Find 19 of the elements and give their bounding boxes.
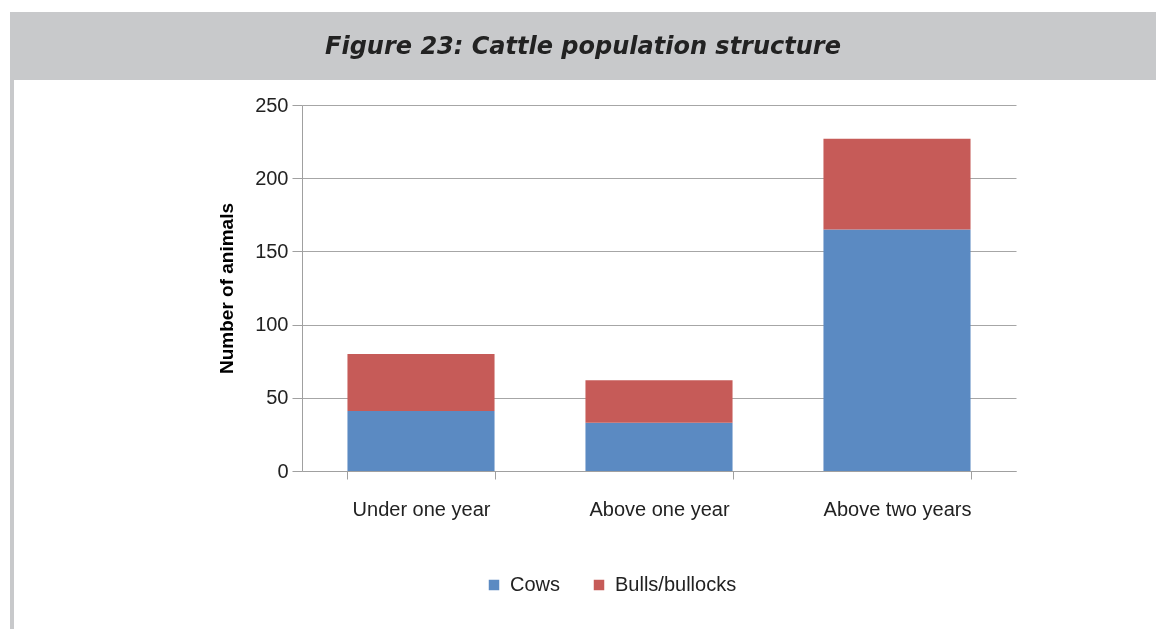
legend-label: Bulls/bullocks: [615, 573, 737, 595]
y-tick-label: 150: [255, 239, 289, 262]
y-tick-label: 50: [266, 386, 289, 409]
legend-label: Cows: [510, 573, 561, 595]
bar: [585, 380, 733, 423]
x-tick-label: Above one year: [589, 497, 730, 520]
x-tick-label: Under one year: [352, 497, 491, 520]
bar: [823, 229, 971, 471]
y-tick-label: 250: [255, 93, 289, 116]
y-axis-title: Number of animals: [216, 202, 238, 375]
bar: [823, 138, 971, 230]
bar: [347, 410, 495, 471]
bar: [585, 422, 733, 471]
bar: [347, 353, 495, 411]
x-tick-label: Above two years: [823, 497, 972, 520]
y-tick-label: 100: [255, 313, 289, 336]
y-tick-label: 0: [277, 459, 289, 482]
y-tick-label: 200: [255, 166, 289, 189]
chart-title: Figure 23: Cattle population structure: [325, 32, 841, 60]
